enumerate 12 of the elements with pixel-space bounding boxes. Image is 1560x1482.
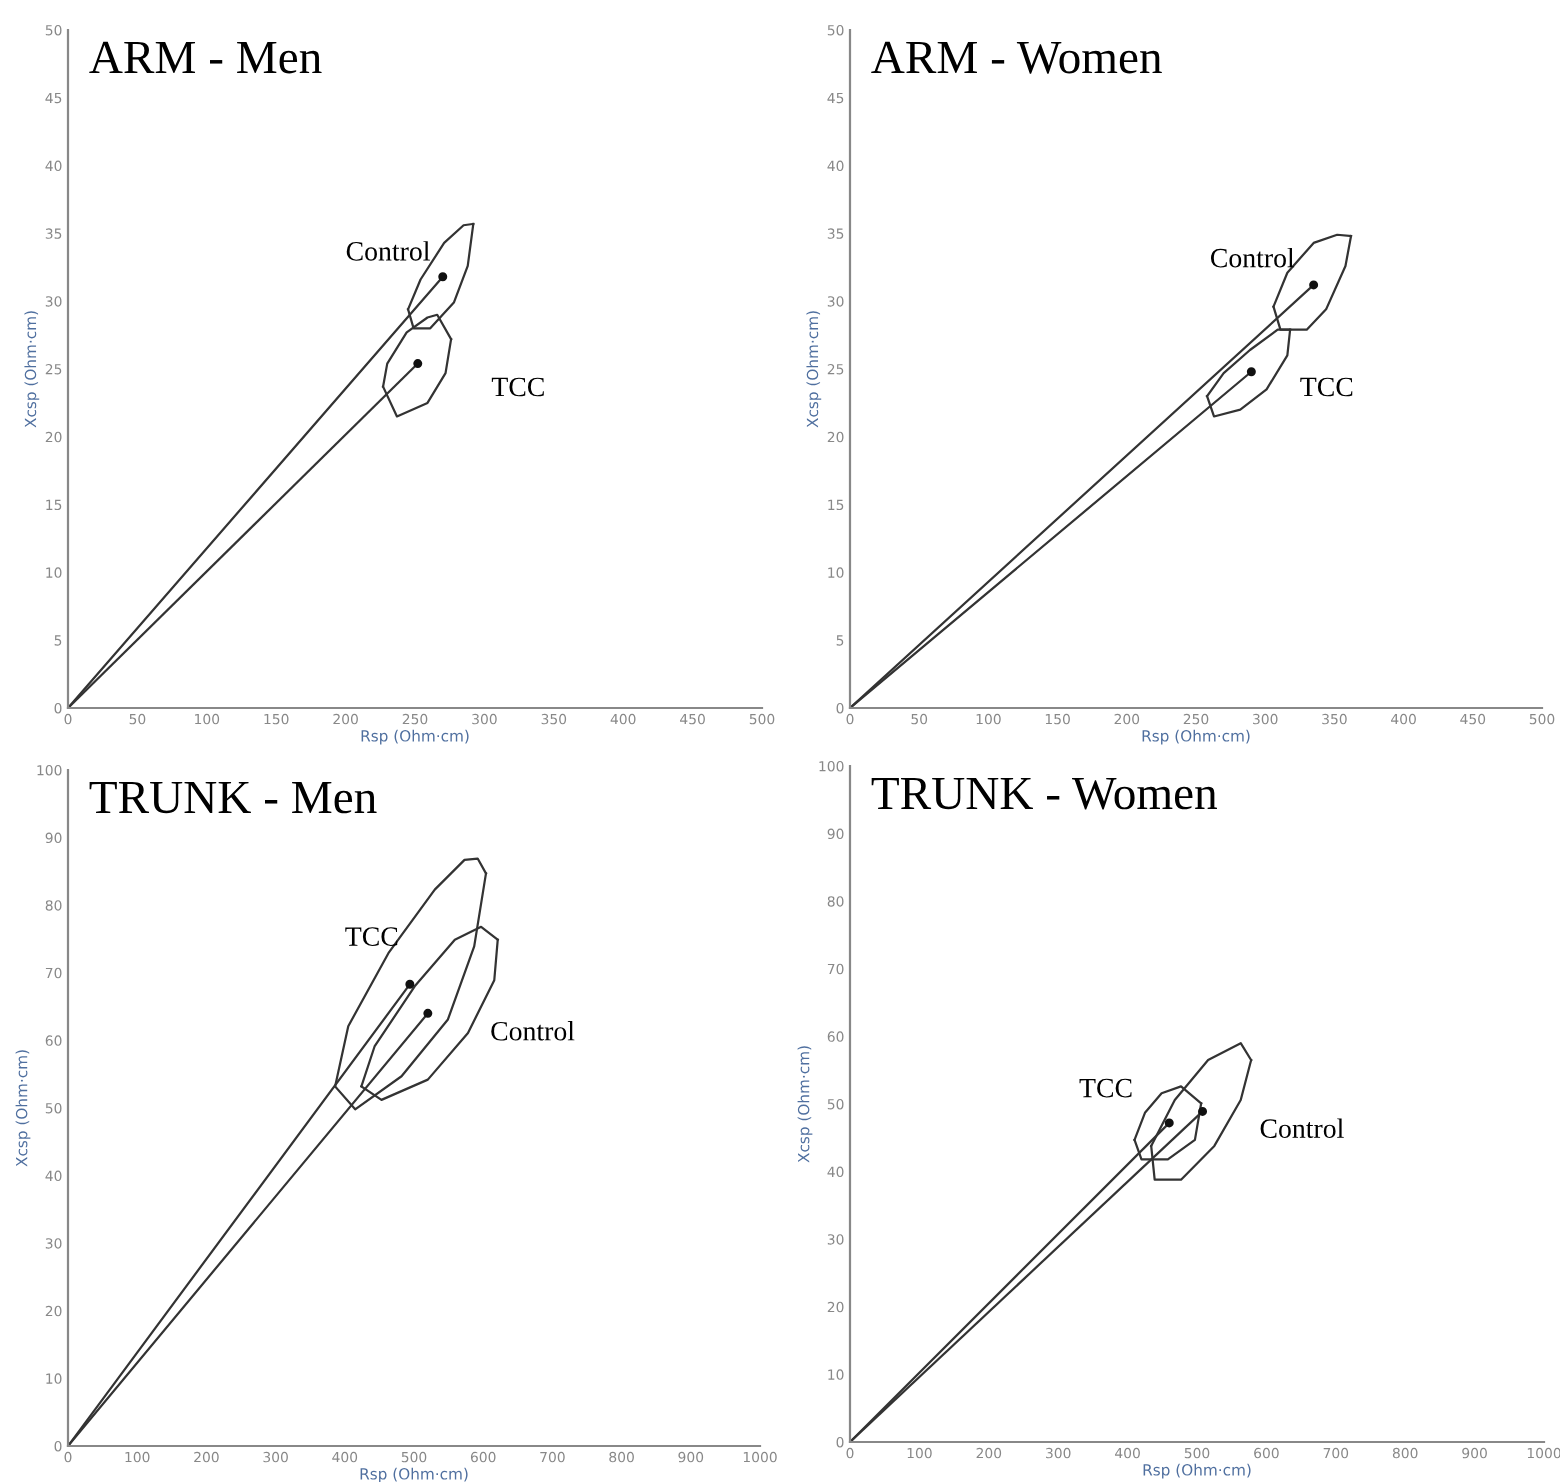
annotation: Control — [1260, 1118, 1344, 1138]
annotation: Control — [491, 1021, 575, 1041]
chart-title: TRUNK - Men — [89, 781, 377, 814]
chart-title: ARM - Women — [871, 41, 1162, 74]
chart-title: ARM - Men — [89, 41, 322, 74]
annotation: TCC — [1300, 377, 1353, 397]
annotation: Control — [346, 241, 430, 261]
annotation: TCC — [491, 377, 544, 397]
chart-title: TRUNK - Women — [871, 777, 1217, 810]
annotation: Control — [1210, 247, 1295, 268]
annotation: TCC — [1079, 1078, 1132, 1098]
annotation: TCC — [345, 927, 398, 946]
